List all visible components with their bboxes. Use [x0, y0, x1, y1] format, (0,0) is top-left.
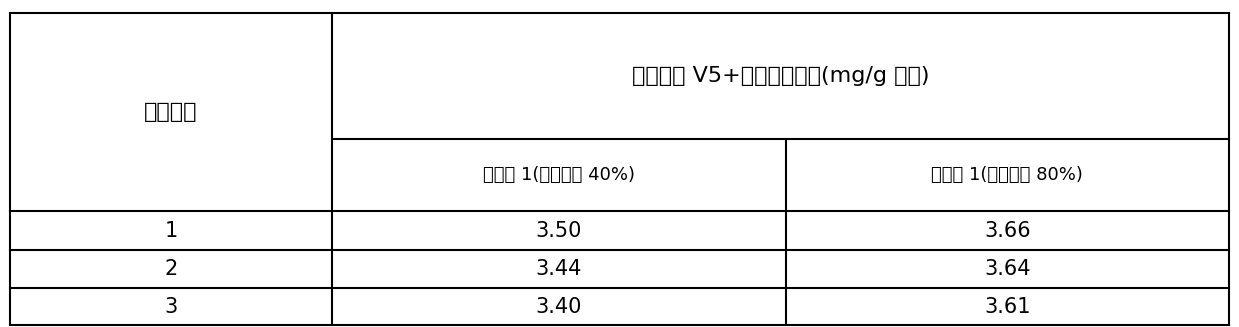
Text: 3.66: 3.66 [984, 220, 1031, 241]
Text: 金属离子 V5+的饱和吸附量(mg/g 干膜): 金属离子 V5+的饱和吸附量(mg/g 干膜) [632, 66, 929, 86]
Text: 3.50: 3.50 [535, 220, 582, 241]
Text: 2: 2 [165, 259, 177, 279]
Text: 3.64: 3.64 [984, 259, 1031, 279]
Text: 3.40: 3.40 [535, 297, 582, 317]
Text: 螯合膜 1(转化率： 80%): 螯合膜 1(转化率： 80%) [932, 166, 1083, 184]
Text: 3.61: 3.61 [984, 297, 1031, 317]
Text: 3.44: 3.44 [535, 259, 582, 279]
Text: 1: 1 [165, 220, 177, 241]
Text: 螯合膜 1(转化率： 40%): 螯合膜 1(转化率： 40%) [483, 166, 634, 184]
Text: 3: 3 [165, 297, 177, 317]
Text: 再生次数: 再生次数 [144, 102, 198, 122]
